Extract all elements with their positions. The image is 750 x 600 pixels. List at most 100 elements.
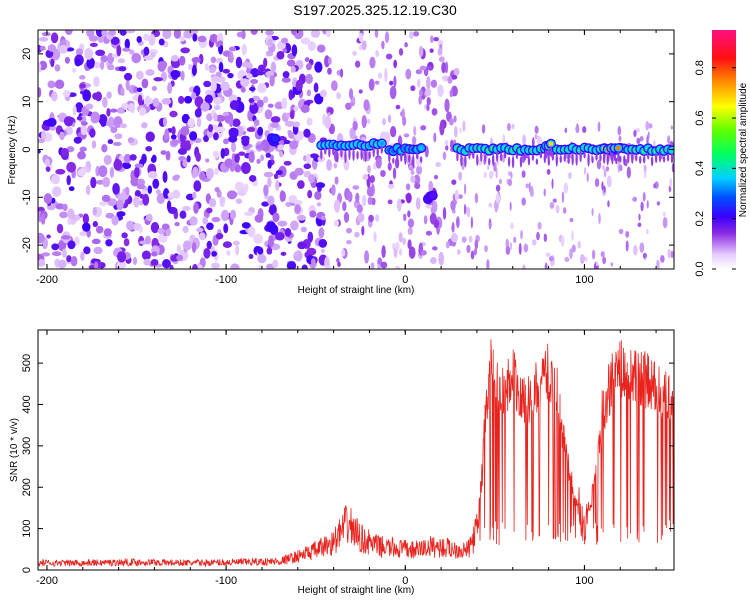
heatmap-cell [410,175,416,183]
heatmap-cell [117,251,127,263]
heatmap-cell [206,222,214,231]
heatmap-cell [226,250,231,256]
heatmap-cell [218,61,224,73]
heatmap-cell [449,118,454,126]
heatmap-cell [138,107,147,116]
heatmap-cell [57,259,67,269]
heatmap-cell [384,68,388,82]
heatmap-cell [596,159,602,170]
heatmap-cell [300,226,307,233]
heatmap-cell [491,153,495,167]
heatmap-cell [379,141,385,146]
heatmap-cell [291,45,298,57]
heatmap-cell [231,141,237,153]
heatmap-cell [165,150,171,161]
heatmap-cell [318,238,328,248]
heatmap-cell [107,139,114,145]
heatmap-cell [653,183,657,189]
heatmap-cell [213,105,221,111]
heatmap-cell [373,231,377,243]
heatmap-cell [521,197,526,206]
heatmap-cell [279,190,285,202]
heatmap-cell [126,220,134,231]
heatmap-cell [667,248,671,259]
heatmap-cell [543,233,548,242]
heatmap-cell [352,50,357,56]
heatmap-cell [54,79,65,90]
heatmap-cell [267,195,275,206]
heatmap-cell [300,104,310,113]
heatmap-cell [235,198,243,205]
heatmap-cell [277,144,284,151]
heatmap-cell [211,76,221,83]
heatmap-cell [579,150,582,163]
heatmap-cell [176,244,181,253]
heatmap-cell [248,253,254,259]
heatmap-cell [203,135,209,143]
heatmap-cell [617,150,620,162]
heatmap-cell [205,158,210,163]
chart-title: S197.2025.325.12.19.C30 [293,2,457,18]
heatmap-cell [314,190,322,200]
heatmap-cell [276,50,285,60]
heatmap-cell [263,96,269,104]
heatmap-cell [451,74,458,80]
heatmap-cell [228,116,234,128]
spectrogram-heatmap [38,30,674,269]
heatmap-cell [369,56,376,69]
heatmap-cell [374,30,379,39]
heatmap-cell [205,89,214,96]
heatmap-cell [583,167,587,175]
heatmap-cell [41,32,51,37]
heatmap-cell [337,261,341,267]
heatmap-cell [151,154,157,162]
heatmap-cell [257,254,267,264]
heatmap-cell [331,184,336,196]
heatmap-cell [294,167,304,176]
heatmap-cell [141,78,149,89]
x-tick-label: 0 [402,575,408,587]
heatmap-cell [277,220,288,227]
heatmap-cell [179,210,187,219]
heatmap-cell [384,31,390,44]
heatmap-cell [93,76,100,88]
heatmap-cell [444,61,449,74]
heatmap-cell [206,240,212,250]
heatmap-cell [210,80,217,92]
heatmap-cell [294,204,301,214]
heatmap-cell [114,133,123,140]
y-tick-label: 300 [21,437,33,455]
heatmap-cell [64,56,71,64]
heatmap-cell [324,55,330,68]
heatmap-cell [395,241,400,251]
heatmap-cell [520,230,523,240]
heatmap-cell [267,177,272,188]
heatmap-cell [264,109,273,120]
heatmap-cell [290,65,296,73]
heatmap-cell [442,206,447,220]
heatmap-cell [195,152,201,162]
heatmap-cell [241,136,250,147]
heatmap-cell [413,125,417,137]
heatmap-cell [315,182,326,189]
heatmap-cell [43,193,53,204]
heatmap-cell [349,88,354,100]
heatmap-cell [433,132,437,143]
heatmap-cell [381,40,385,50]
heatmap-cell [398,48,404,56]
heatmap-cell [38,258,46,267]
heatmap-cell [493,161,497,172]
heatmap-cell [464,154,467,168]
heatmap-cell [585,256,588,262]
heatmap-cell [265,30,275,36]
heatmap-cell [157,61,167,72]
heatmap-cell [191,241,197,254]
heatmap-cell [121,232,128,239]
heatmap-cell [415,197,421,210]
heatmap-cell [418,95,422,105]
heatmap-cell [290,220,299,231]
heatmap-cell [241,61,252,68]
heatmap-cell [272,212,280,223]
heatmap-cell [486,259,490,269]
heatmap-cell [282,48,288,53]
